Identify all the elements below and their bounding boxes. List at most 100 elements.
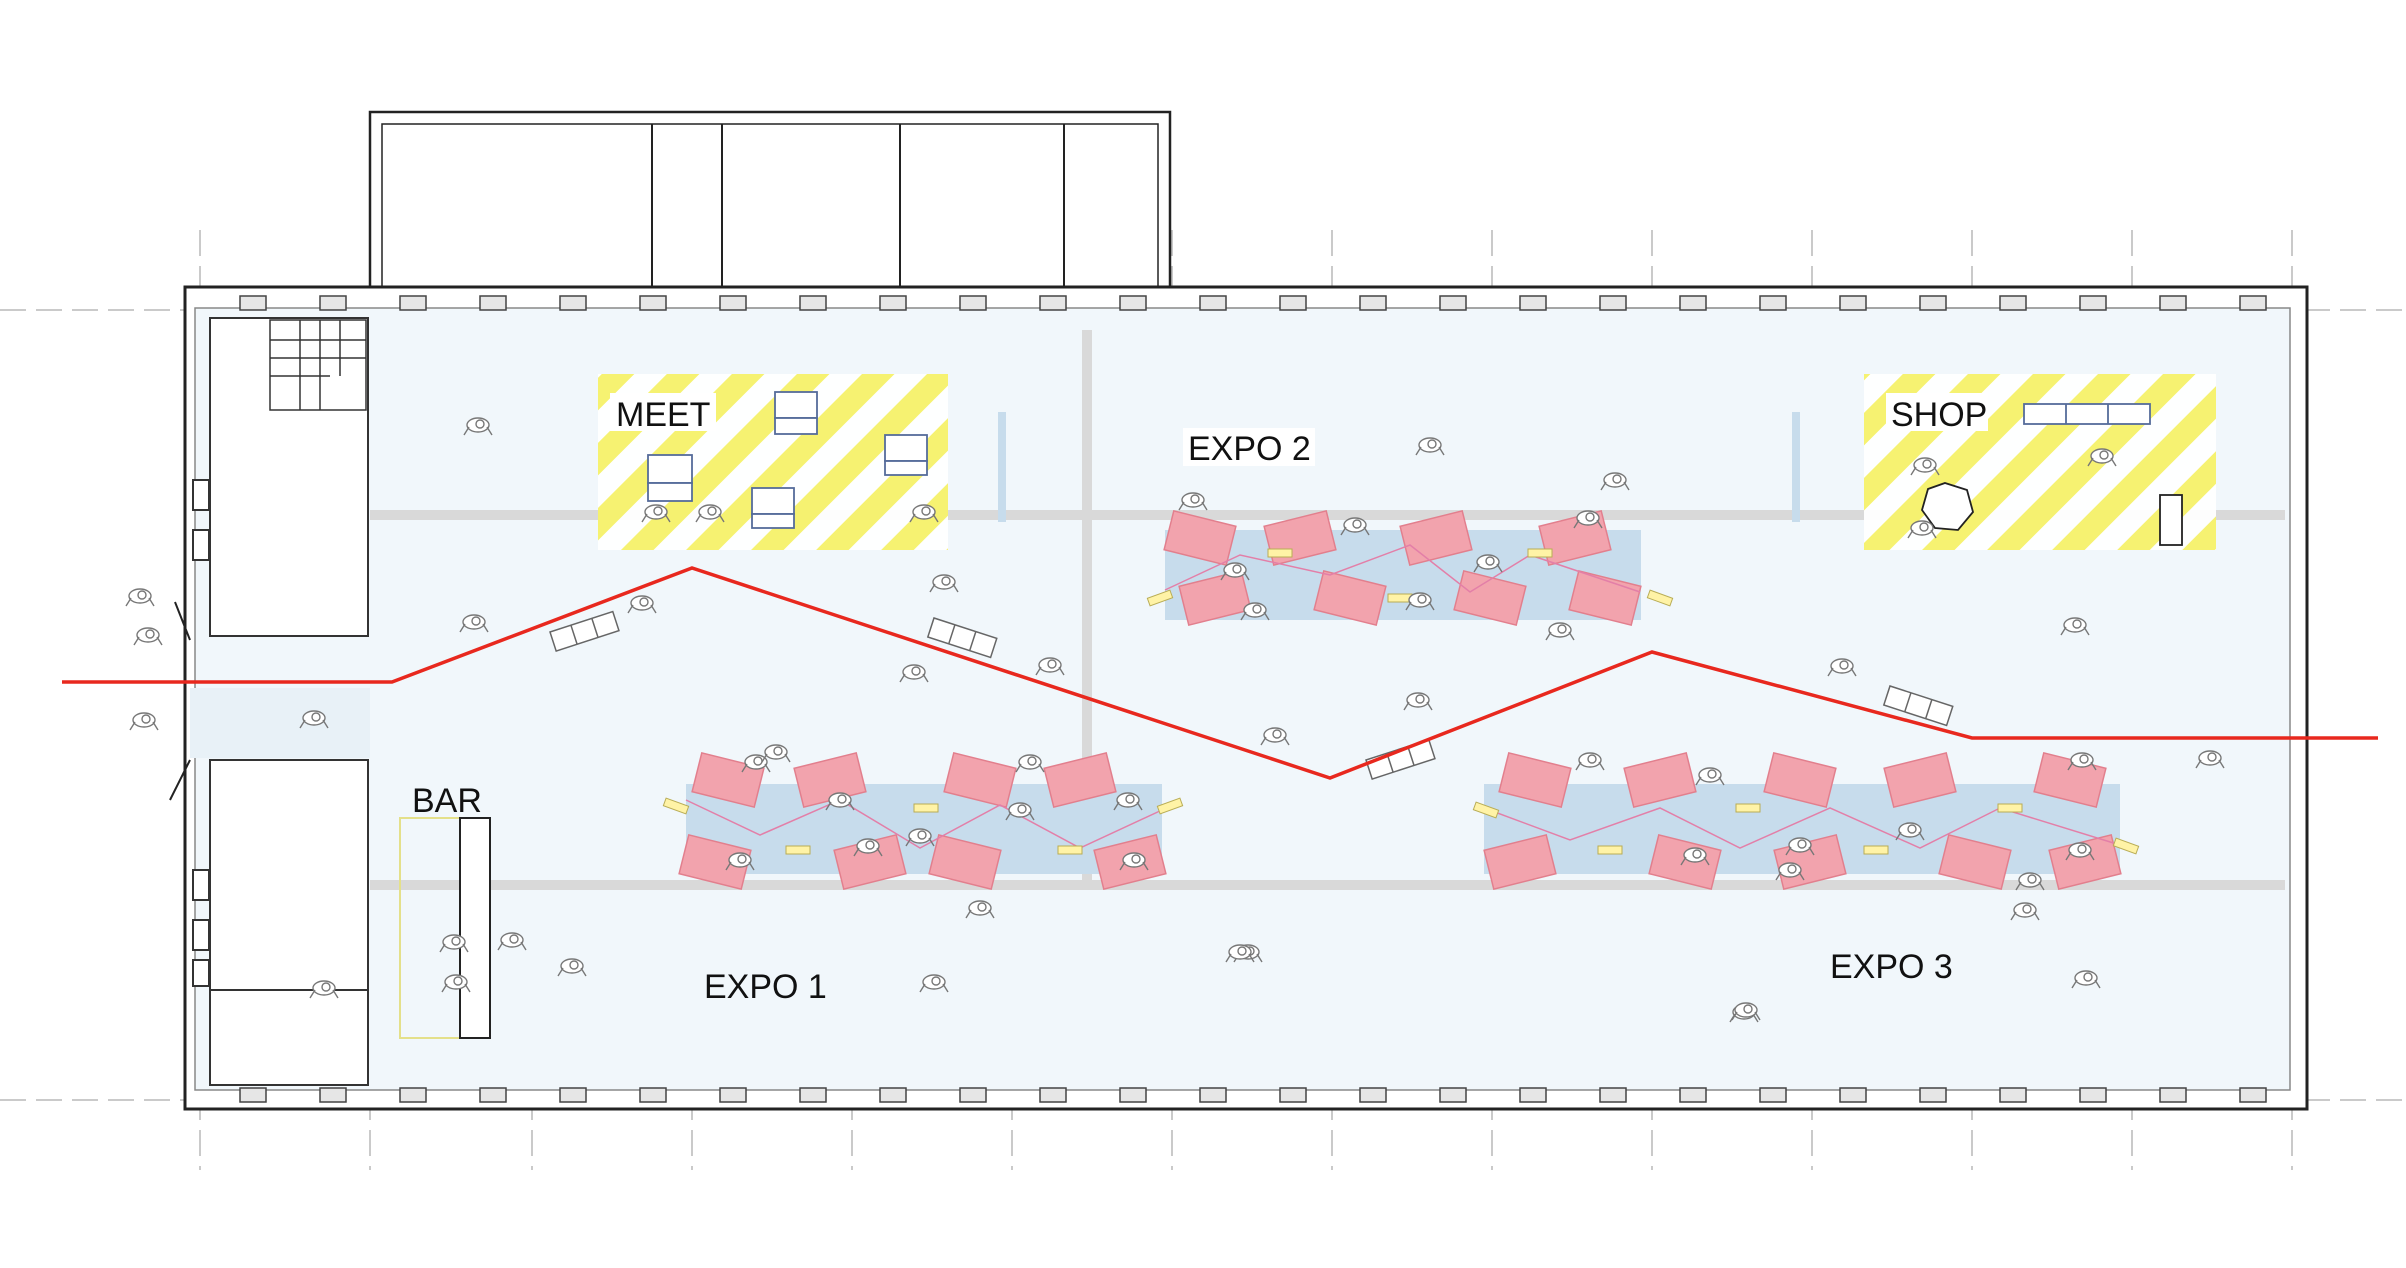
person-figure [1545, 622, 1575, 641]
person-figure [1178, 492, 1208, 511]
wall-pier [1519, 295, 1547, 311]
wall-pier [879, 295, 907, 311]
person-figure [1035, 657, 1065, 676]
wall-pier [1919, 1087, 1947, 1103]
wall-pier [559, 295, 587, 311]
wall-pier [559, 1087, 587, 1103]
person-figure [1220, 562, 1250, 581]
wall-pier [1679, 295, 1707, 311]
bar-counter [399, 817, 491, 1039]
person-figure [299, 710, 329, 729]
light-tube [2112, 837, 2140, 855]
person-figure [919, 974, 949, 993]
light-tube [1472, 801, 1500, 819]
wall-pier [1279, 295, 1307, 311]
wall-pier [1039, 1087, 1067, 1103]
person-figure [1113, 792, 1143, 811]
person-figure [125, 588, 155, 607]
wall-pier [2239, 295, 2267, 311]
wall-pier [1999, 295, 2027, 311]
entrance-corridor [190, 688, 370, 758]
person-figure [439, 934, 469, 953]
visitor-route-line [62, 566, 2378, 780]
light-tube [913, 803, 939, 813]
wall-pier [1119, 295, 1147, 311]
person-figure [695, 504, 725, 523]
wall-pier [399, 295, 427, 311]
wall-pier [1119, 1087, 1147, 1103]
person-figure [1695, 767, 1725, 786]
light-tube [1597, 845, 1623, 855]
wall-pier [399, 1087, 427, 1103]
person-figure [965, 900, 995, 919]
person-figure [133, 627, 163, 646]
exhibit-panel [1883, 751, 1957, 809]
stair-icon [269, 319, 367, 411]
light-tube [1156, 797, 1184, 815]
light-tube [1735, 803, 1761, 813]
light-tube [1997, 803, 2023, 813]
person-figure [741, 754, 771, 773]
person-figure [2195, 750, 2225, 769]
person-figure [1225, 944, 1255, 963]
wall-pier [2079, 295, 2107, 311]
wall-pier [1439, 1087, 1467, 1103]
light-tube [1646, 589, 1674, 607]
light-tube [662, 797, 690, 815]
person-figure [1473, 554, 1503, 573]
light-tube [1863, 845, 1889, 855]
label-shop: SHOP [1891, 396, 1987, 434]
person-figure [441, 974, 471, 993]
person-figure [557, 958, 587, 977]
exhibit-panel [928, 833, 1002, 891]
wall-pier [1599, 1087, 1627, 1103]
wall-pier [479, 295, 507, 311]
wall-pier [639, 295, 667, 311]
person-figure [129, 712, 159, 731]
person-figure [1895, 822, 1925, 841]
shop-fixtures [1921, 403, 2183, 546]
person-figure [905, 828, 935, 847]
exhibit-panels [678, 509, 2122, 891]
person-figure [899, 664, 929, 683]
person-figure [1340, 517, 1370, 536]
exhibit-panel [678, 833, 752, 891]
person-figure [2060, 617, 2090, 636]
exhibit-panel [943, 751, 1017, 809]
person-figure [1005, 802, 1035, 821]
person-figure [1260, 727, 1290, 746]
light-tube [1267, 548, 1293, 558]
person-figure [309, 980, 339, 999]
wall-pier [1679, 1087, 1707, 1103]
wall-pier [1199, 1087, 1227, 1103]
person-figure [1827, 658, 1857, 677]
wall-pier [1759, 295, 1787, 311]
wall-pier [719, 1087, 747, 1103]
wall-pier [1359, 295, 1387, 311]
exhibit-panel [1178, 569, 1252, 627]
wall-pier [239, 295, 267, 311]
exhibit-panel [1453, 569, 1527, 627]
person-figure [1600, 472, 1630, 491]
person-figure [853, 838, 883, 857]
wall-pier [319, 1087, 347, 1103]
person-figure [761, 744, 791, 763]
meeting-tables [647, 391, 928, 529]
wall-pier [1039, 295, 1067, 311]
person-figure [825, 792, 855, 811]
person-figure [463, 417, 493, 436]
person-figure [497, 932, 527, 951]
wall-pier [1439, 295, 1467, 311]
wall-pier [1919, 295, 1947, 311]
person-figure [2015, 872, 2045, 891]
person-figure [1785, 837, 1815, 856]
wall-pier [1839, 1087, 1867, 1103]
wall-pier [1599, 295, 1627, 311]
person-figure [1910, 457, 1940, 476]
exhibit-panel [1648, 833, 1722, 891]
wall-pier [639, 1087, 667, 1103]
wall-pier [959, 295, 987, 311]
wall-pier [879, 1087, 907, 1103]
person-figure [641, 504, 671, 523]
